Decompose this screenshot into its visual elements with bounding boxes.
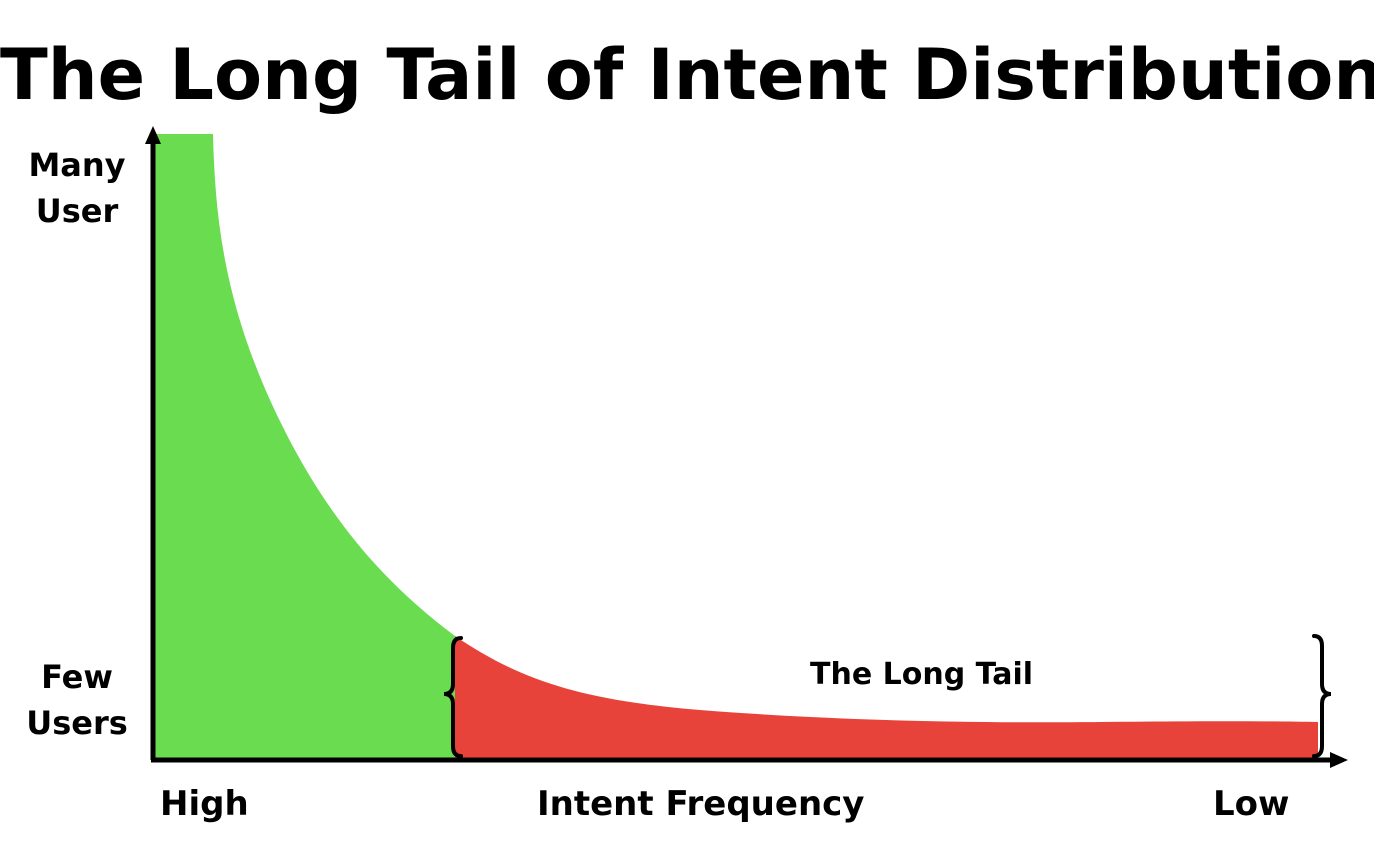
y-axis-top-label-line-1: Many [28, 146, 126, 184]
tail-region [455, 636, 1318, 758]
y-axis-top-label-line-2: User [35, 192, 119, 230]
x-axis-left-label: High [160, 784, 249, 824]
y-axis-top-label: Many User [12, 142, 142, 234]
y-axis-bottom-label: Few Users [12, 654, 142, 746]
head-region [155, 134, 455, 758]
y-axis-arrowhead [145, 126, 161, 144]
y-axis-bottom-label-line-2: Users [26, 704, 128, 742]
left-brace [443, 636, 463, 758]
right-brace [1312, 634, 1332, 758]
diagram-title: The Long Tail of Intent Distribution [0, 34, 1374, 116]
x-axis-arrowhead [1330, 752, 1348, 768]
x-axis-right-label: Low [1213, 784, 1290, 824]
x-axis-title: Intent Frequency [537, 784, 865, 824]
y-axis-bottom-label-line-1: Few [41, 658, 113, 696]
long-tail-label: The Long Tail [810, 657, 1034, 692]
